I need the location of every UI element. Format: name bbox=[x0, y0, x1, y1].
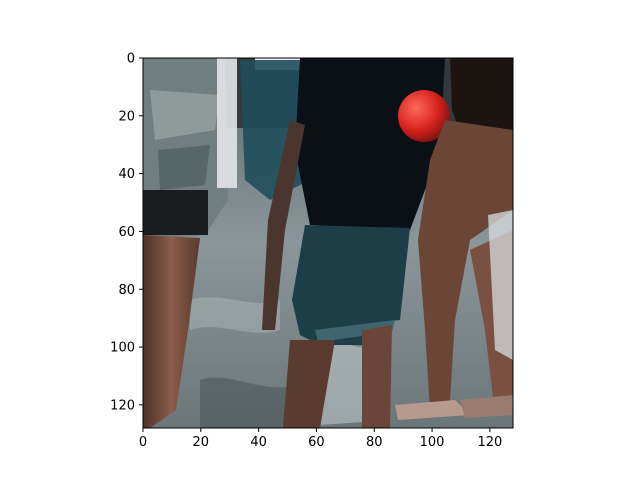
photo bbox=[143, 58, 513, 428]
x-tick-label: 20 bbox=[193, 435, 210, 450]
image-frame bbox=[142, 57, 514, 429]
y-tick-label: 100 bbox=[110, 341, 135, 356]
y-tick-label: 120 bbox=[110, 398, 135, 413]
y-tick-label: 20 bbox=[118, 109, 135, 124]
y-tick-label: 0 bbox=[127, 52, 135, 67]
y-tick-label: 40 bbox=[118, 167, 135, 182]
x-tick-label: 80 bbox=[366, 435, 383, 450]
x-tick-label: 120 bbox=[477, 435, 502, 450]
x-tick-label: 60 bbox=[308, 435, 325, 450]
x-tick-label: 0 bbox=[139, 435, 147, 450]
y-axis-ticks: 0 20 40 60 80 100 120 bbox=[110, 52, 143, 413]
y-tick-label: 80 bbox=[118, 283, 135, 298]
x-tick-label: 100 bbox=[420, 435, 445, 450]
x-axis-ticks: 0 20 40 60 80 100 120 bbox=[139, 428, 502, 450]
x-tick-label: 40 bbox=[250, 435, 267, 450]
y-tick-label: 60 bbox=[118, 225, 135, 240]
